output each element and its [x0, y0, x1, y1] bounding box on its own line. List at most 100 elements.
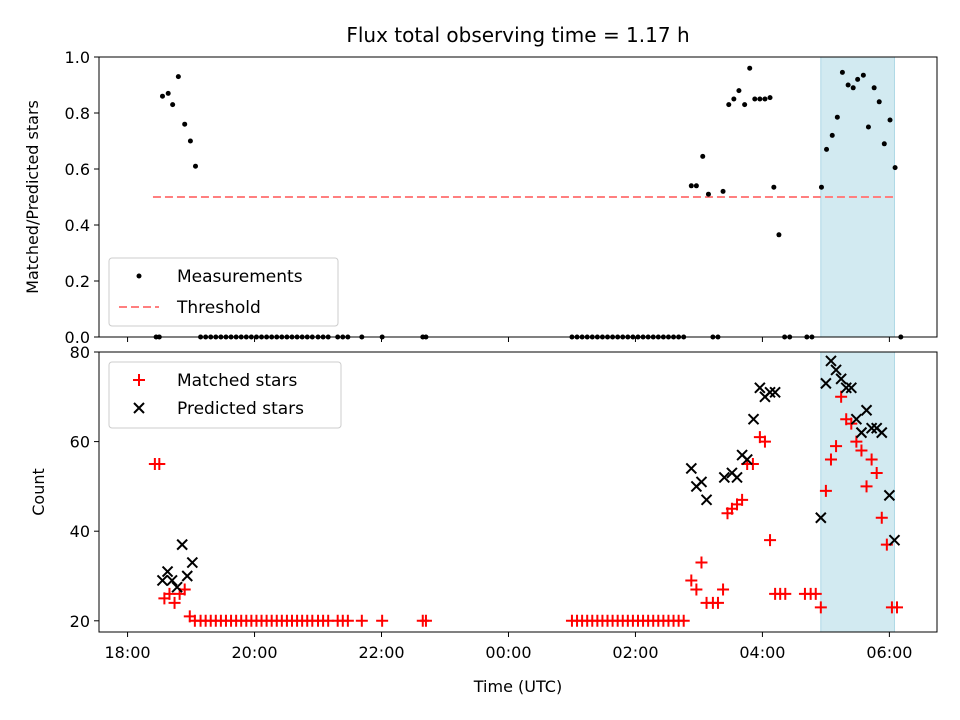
- matched-stars-point: [819, 484, 832, 497]
- predicted-stars-point: [764, 386, 776, 399]
- count-legend-box: [108, 361, 342, 429]
- measurement-point: [705, 191, 711, 197]
- ratio-axis-ticks: 0.0 0.2 0.4 0.6 0.8 1.0: [65, 48, 890, 347]
- matched-stars-point: [850, 435, 863, 448]
- matched-stars-point: [824, 453, 837, 466]
- measurement-point: [855, 76, 861, 82]
- predicted-stars-point: [741, 453, 753, 466]
- y-tick-label: 40: [70, 522, 90, 541]
- matched-stars-point: [865, 453, 878, 466]
- legend-measurements-label: Measurements: [177, 267, 303, 287]
- measurement-point: [700, 153, 706, 159]
- matched-stars-point: [341, 614, 354, 627]
- measurement-point: [757, 96, 763, 102]
- measurement-point: [731, 96, 737, 102]
- count-panel: 18:00 20:00 22:00 00:00 02:00 04:00 06:00 20 40 6…: [29, 343, 938, 696]
- highlight-span-rect: [820, 56, 895, 338]
- predicted-stars-point: [825, 355, 837, 367]
- measurement-point: [182, 121, 188, 127]
- measurement-point: [865, 124, 871, 130]
- predicted-stars-point: [754, 382, 766, 394]
- measurement-point: [834, 114, 840, 120]
- matched-stars-point: [376, 614, 389, 627]
- measurement-point: [850, 85, 856, 91]
- highlight-span: [820, 351, 895, 633]
- matched-stars-point: [855, 444, 868, 457]
- matched-stars-point: [860, 480, 873, 493]
- matched-stars-point: [758, 435, 771, 448]
- matched-stars-point: [690, 583, 703, 596]
- legend-threshold-label: Threshold: [176, 298, 261, 318]
- count-legend: Matched stars Predicted stars: [108, 361, 342, 429]
- legend-predicted-marker: [133, 402, 145, 414]
- matched-stars-point: [891, 601, 904, 614]
- matched-stars-point: [419, 614, 432, 627]
- measurement-point: [726, 102, 732, 108]
- measurement-point: [187, 138, 193, 144]
- x-tick-label: 06:00: [866, 643, 912, 662]
- measurement-point: [767, 95, 773, 101]
- measurement-point: [876, 99, 882, 105]
- predicted-stars-point: [815, 512, 827, 524]
- measurement-point: [839, 69, 845, 75]
- x-tick-label: 02:00: [612, 643, 658, 662]
- y-tick-label: 0.8: [65, 104, 90, 123]
- predicted-stars-point: [171, 581, 183, 593]
- measurement-point: [159, 93, 165, 99]
- x-axis-label: Time (UTC): [473, 677, 562, 696]
- predicted-stars-point: [830, 364, 842, 376]
- measurement-point: [860, 72, 866, 78]
- measurement-point: [881, 141, 887, 147]
- measurement-point: [747, 65, 753, 71]
- predicted-stars-point: [747, 413, 760, 425]
- y-tick-label: 0.2: [65, 272, 90, 291]
- matched-stars-point: [685, 574, 698, 587]
- predicted-stars-point: [860, 404, 873, 416]
- highlight-span-rect: [820, 351, 895, 633]
- count-axis-ticks: 18:00 20:00 22:00 00:00 02:00 04:00 06:00 20 40 6…: [70, 343, 913, 662]
- measurement-point: [688, 183, 694, 189]
- ratio-panel: 0.0 0.2 0.4 0.6 0.8 1.0 Matched/Predicted sta…: [23, 48, 938, 347]
- measurement-point: [818, 184, 824, 190]
- matched-stars-point: [153, 458, 166, 470]
- matched-stars-point: [168, 596, 181, 609]
- predicted-stars-point: [855, 426, 868, 439]
- matched-stars-point: [870, 466, 883, 479]
- chart-title: Flux total observing time = 1.17 h: [346, 23, 689, 47]
- y-tick-label: 0.0: [65, 328, 90, 347]
- predicted-stars-point: [769, 386, 781, 399]
- legend-measurements-marker: [136, 273, 142, 279]
- predicted-stars-point: [685, 462, 698, 475]
- matched-stars-point: [835, 390, 848, 403]
- measurement-point: [170, 102, 176, 108]
- predicted-stars-point: [850, 413, 863, 425]
- y-tick-label: 1.0: [65, 48, 90, 67]
- predicted-stars-point: [176, 538, 188, 551]
- measurement-point: [829, 132, 835, 138]
- matched-stars-point: [746, 458, 759, 470]
- ratio-legend-box: [108, 257, 339, 327]
- x-tick-label: 22:00: [358, 643, 404, 662]
- measurement-point: [762, 96, 768, 102]
- predicted-stars-point: [181, 570, 193, 582]
- predicted-stars-point: [186, 556, 199, 569]
- matched-stars-point: [764, 534, 777, 547]
- predicted-stars-point: [835, 373, 847, 385]
- predicted-stars-point: [888, 534, 901, 546]
- measurement-point: [165, 90, 171, 96]
- measurement-point: [192, 163, 198, 169]
- matched-stars-point: [809, 587, 822, 600]
- measurement-point: [720, 188, 726, 194]
- y-tick-label: 0.6: [65, 160, 90, 179]
- ratio-y-axis-label: Matched/Predicted stars: [23, 100, 42, 294]
- measurement-point: [752, 96, 758, 102]
- matched-stars-point: [717, 583, 730, 596]
- predicted-stars-point: [731, 471, 743, 484]
- measurement-point: [824, 146, 830, 152]
- predicted-stars-point: [865, 422, 878, 434]
- matched-stars-point: [779, 587, 792, 600]
- x-tick-label: 20:00: [231, 643, 277, 662]
- predicted-stars-point: [840, 382, 852, 394]
- measurement-point: [175, 74, 181, 80]
- measurement-point: [736, 88, 742, 94]
